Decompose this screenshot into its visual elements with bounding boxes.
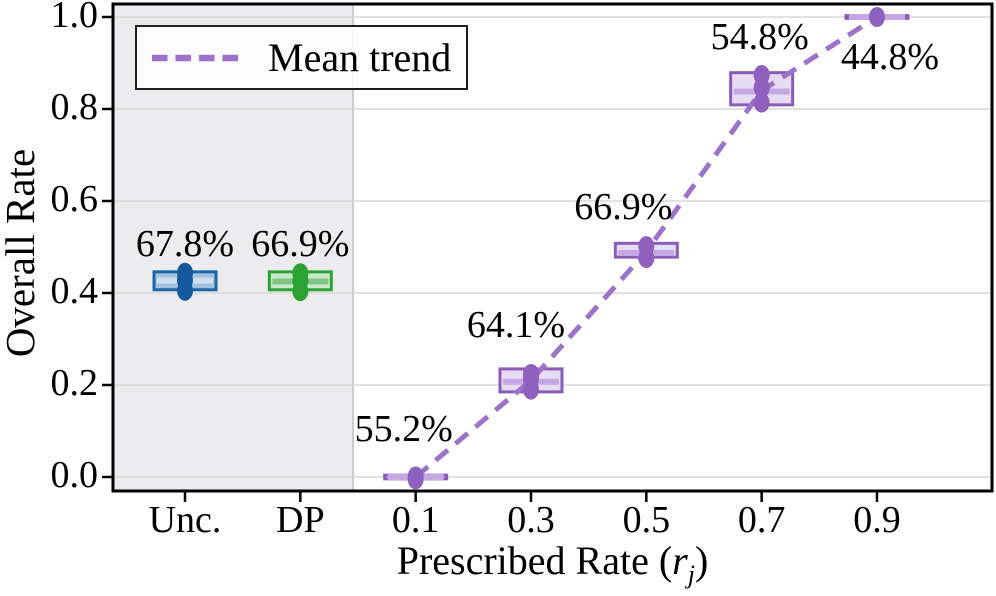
y-tick-label: 0.4 bbox=[50, 270, 99, 312]
data-point bbox=[522, 363, 539, 384]
axis-frame bbox=[111, 2, 994, 493]
x-axis-label-variable: r bbox=[672, 538, 688, 583]
box-annotation: 67.8% bbox=[135, 222, 235, 265]
y-tick-label: 0.8 bbox=[50, 86, 99, 128]
box-annotation: 44.8% bbox=[840, 35, 940, 78]
box-annotation: 55.2% bbox=[354, 408, 453, 451]
legend-dash-icon bbox=[152, 54, 238, 61]
y-tick-label: 1.0 bbox=[50, 0, 99, 36]
box-annotation: 64.1% bbox=[466, 303, 566, 346]
data-point bbox=[753, 92, 770, 113]
x-tick-label: 0.3 bbox=[507, 499, 555, 541]
x-axis-label-subscript: j bbox=[687, 560, 695, 589]
y-axis-label: Overall Rate bbox=[0, 103, 43, 403]
x-axis-label: Prescribed Rate (rj) bbox=[113, 539, 992, 590]
box-annotation: 66.9% bbox=[574, 186, 673, 229]
y-tick-label: 0.0 bbox=[50, 454, 99, 496]
data-point bbox=[868, 7, 885, 27]
legend-label: Mean trend bbox=[268, 34, 452, 80]
x-tick-label: 0.5 bbox=[622, 499, 671, 541]
box-annotation: 54.8% bbox=[710, 15, 809, 58]
x-tick-label: 0.7 bbox=[737, 499, 786, 541]
x-axis-label-suffix: ) bbox=[694, 538, 709, 583]
legend: Mean trend bbox=[135, 25, 468, 90]
data-point bbox=[407, 469, 424, 490]
x-tick-label: 0.9 bbox=[853, 499, 901, 541]
x-tick-label: Unc. bbox=[148, 499, 222, 541]
box-annotation: 66.9% bbox=[251, 222, 350, 265]
x-tick-label: DP bbox=[276, 499, 325, 541]
x-axis-label-prefix: Prescribed Rate ( bbox=[396, 538, 673, 583]
data-point bbox=[753, 64, 770, 85]
y-tick-label: 0.6 bbox=[50, 178, 99, 220]
x-tick-label: 0.1 bbox=[391, 499, 440, 541]
data-point bbox=[292, 263, 309, 284]
data-point bbox=[638, 236, 655, 257]
y-tick-label: 0.2 bbox=[50, 362, 99, 404]
data-point bbox=[177, 262, 193, 283]
